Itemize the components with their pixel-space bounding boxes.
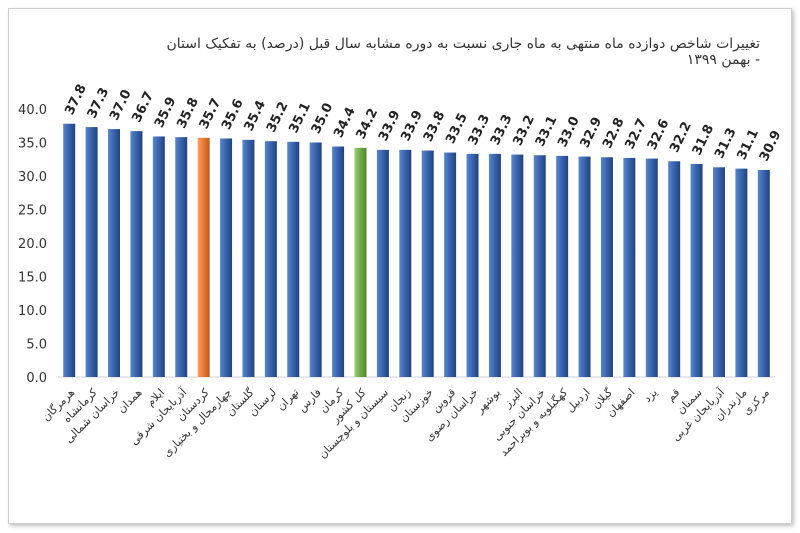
y-tick-label: 40.0	[18, 103, 47, 118]
y-tick-label: 0.0	[26, 371, 47, 386]
y-tick-label: 25.0	[18, 204, 47, 219]
bar	[757, 169, 770, 377]
y-tick-label: 20.0	[18, 237, 47, 252]
bar	[175, 137, 188, 377]
bar	[63, 123, 76, 378]
bar	[332, 146, 345, 377]
bar	[556, 155, 569, 377]
bar	[399, 149, 412, 377]
category-label: اردبیل	[564, 386, 593, 415]
chart-title: تغییرات شاخص دوازده ماه منتهی به ماه جار…	[166, 36, 760, 68]
bar	[511, 154, 524, 377]
y-tick-label: 15.0	[18, 271, 47, 286]
category-label: یزد	[641, 386, 660, 405]
bar	[108, 129, 121, 377]
bar	[242, 139, 255, 377]
bar	[466, 153, 479, 377]
y-tick-label: 30.0	[18, 170, 47, 185]
bar	[354, 147, 367, 377]
value-labels: 37.837.337.036.735.935.835.735.635.435.2…	[62, 82, 784, 164]
category-label: بوشهر	[473, 386, 503, 416]
y-tick-label: 35.0	[18, 137, 47, 152]
bar	[623, 157, 636, 377]
bar	[488, 153, 501, 377]
bar	[421, 150, 434, 377]
bars	[63, 123, 770, 378]
bar	[220, 138, 233, 377]
bar	[197, 137, 210, 377]
bar	[712, 167, 725, 377]
y-tick-label: 10.0	[18, 304, 47, 319]
y-tick-label: 5.0	[26, 338, 47, 353]
category-label: تهران	[274, 386, 301, 413]
bar	[690, 163, 703, 377]
bar	[287, 141, 300, 377]
bar	[85, 127, 98, 377]
bar	[444, 152, 457, 377]
bar	[668, 161, 681, 377]
category-label: همدان	[115, 386, 145, 416]
bar	[264, 141, 277, 377]
bar	[578, 156, 591, 377]
bar	[130, 131, 143, 377]
bar	[735, 168, 748, 377]
bar	[645, 158, 658, 377]
bar	[309, 142, 322, 377]
bar	[600, 157, 613, 377]
bar	[152, 136, 165, 377]
bar	[533, 155, 546, 377]
bar	[376, 149, 389, 377]
